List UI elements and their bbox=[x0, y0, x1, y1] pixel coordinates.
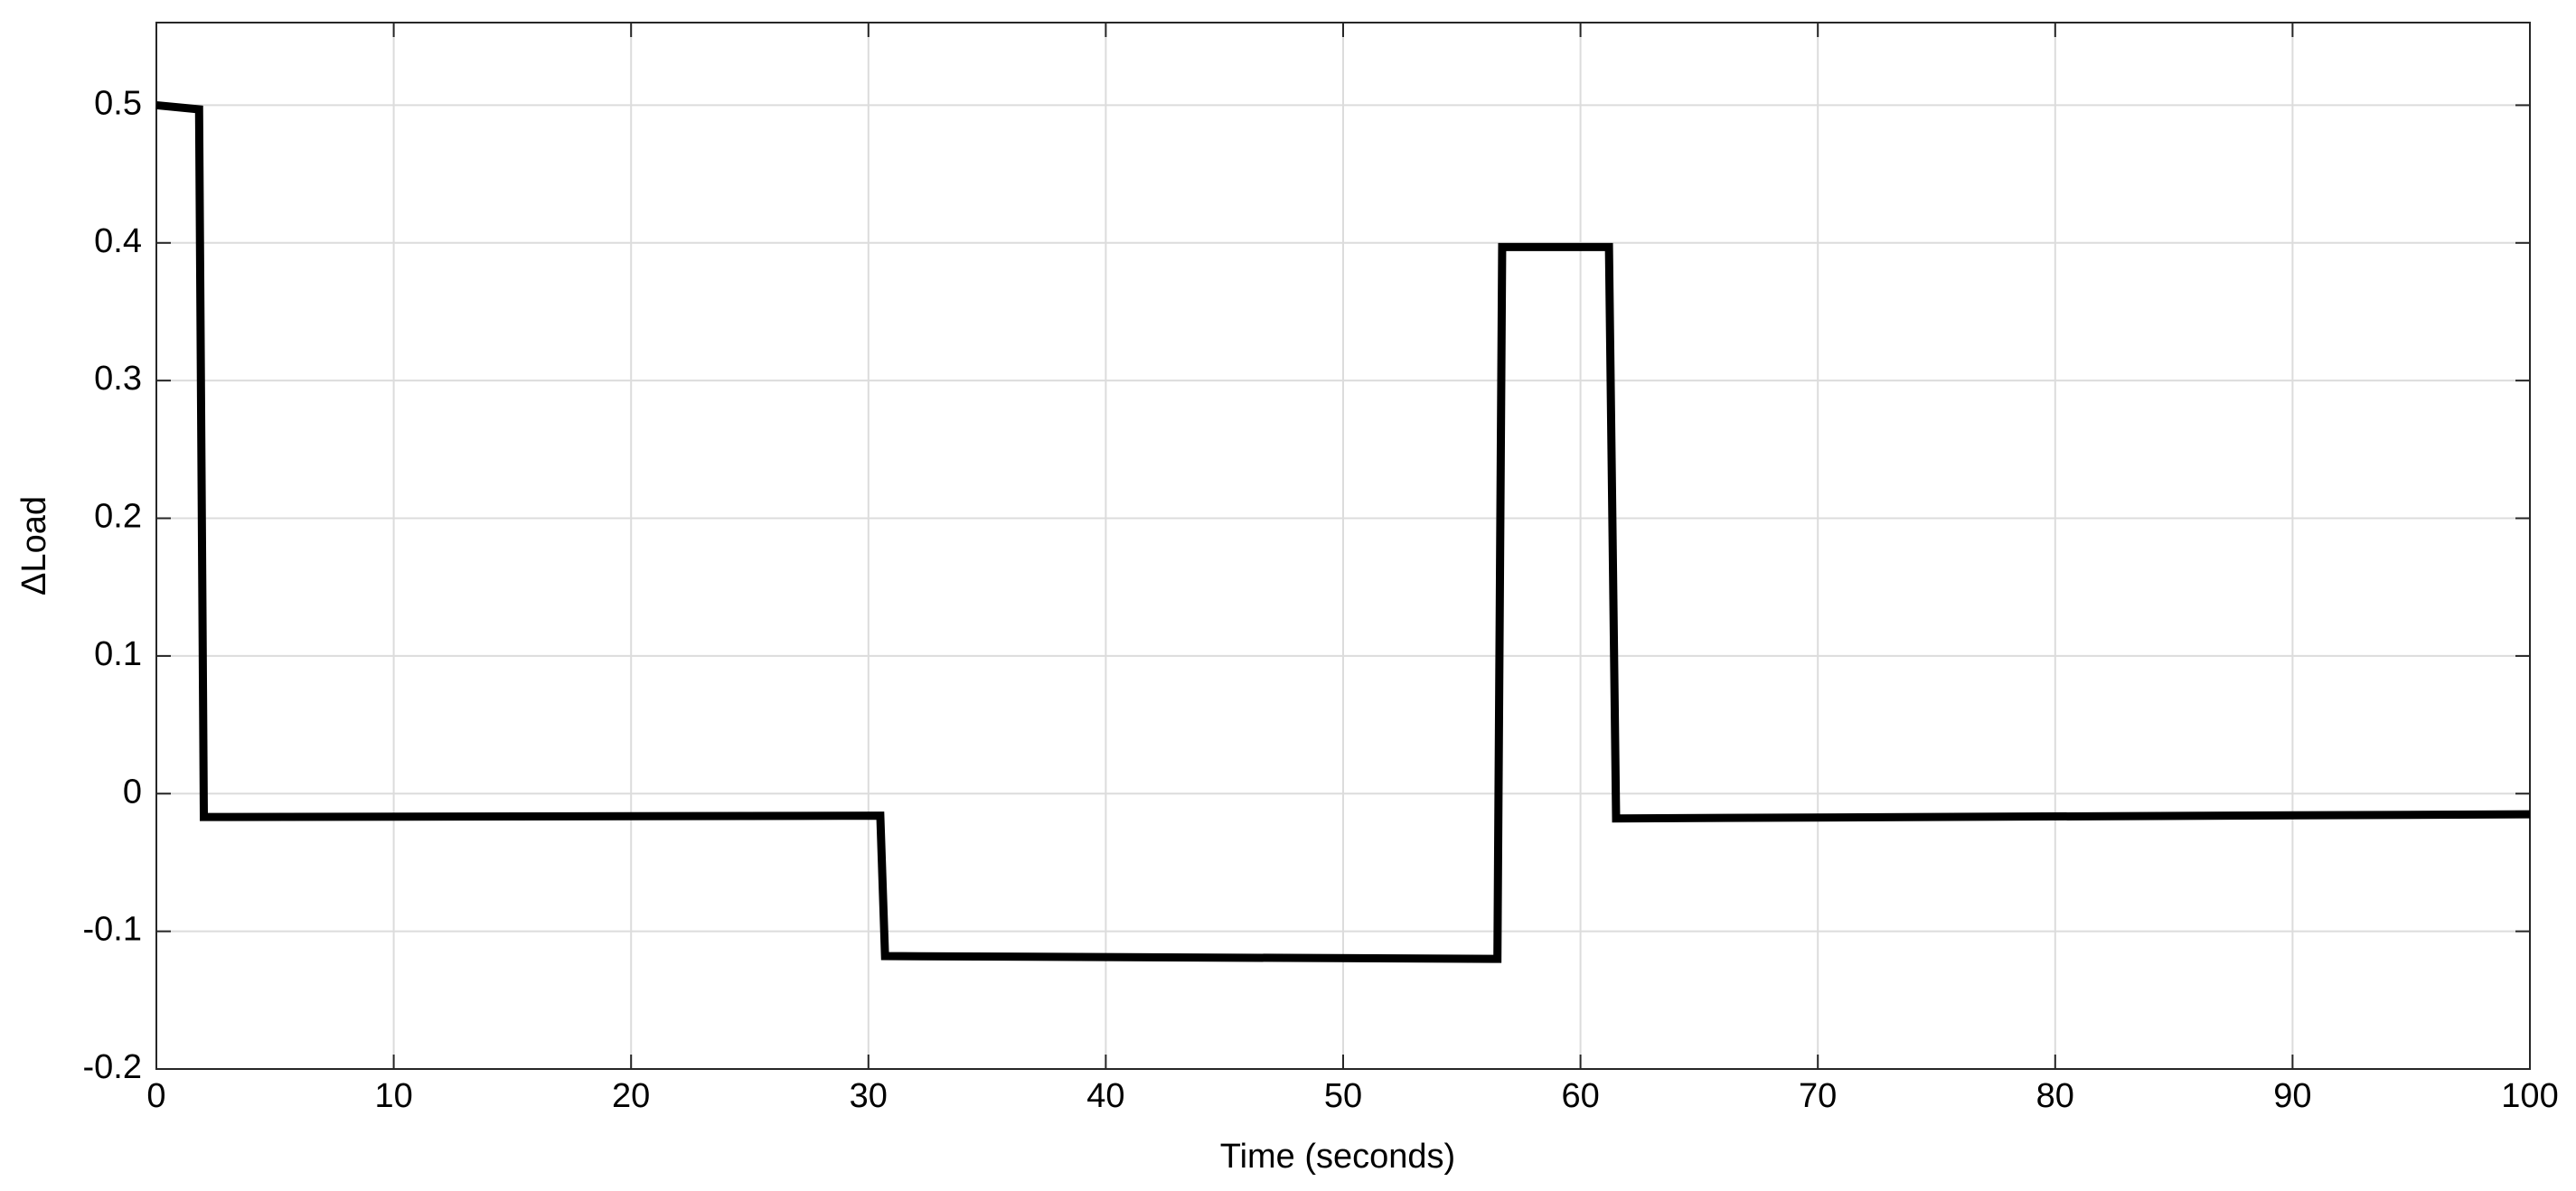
y-tick-label: 0.3 bbox=[94, 360, 142, 398]
y-tick-label: -0.1 bbox=[83, 911, 142, 949]
x-tick-label: 100 bbox=[2501, 1077, 2558, 1115]
x-tick-label: 0 bbox=[146, 1077, 165, 1115]
x-tick-label: 70 bbox=[1799, 1077, 1837, 1115]
x-tick-label: 50 bbox=[1324, 1077, 1362, 1115]
x-tick-label: 40 bbox=[1086, 1077, 1124, 1115]
x-tick-label: 10 bbox=[374, 1077, 412, 1115]
x-axis-label: Time (seconds) bbox=[1220, 1138, 1455, 1176]
x-tick-label: 80 bbox=[2036, 1077, 2074, 1115]
y-tick-label: -0.2 bbox=[83, 1048, 142, 1086]
x-tick-label: 60 bbox=[1561, 1077, 1599, 1115]
y-tick-label: 0.2 bbox=[94, 498, 142, 536]
y-axis-label: ΔLoad bbox=[15, 496, 53, 596]
data-line bbox=[155, 100, 2531, 963]
y-tick-label: 0.4 bbox=[94, 222, 142, 260]
plot-frame bbox=[155, 22, 2531, 1070]
y-tick-label: 0.5 bbox=[94, 84, 142, 122]
x-tick-label: 90 bbox=[2273, 1077, 2311, 1115]
y-tick-label: 0.1 bbox=[94, 635, 142, 673]
y-tick-label: 0 bbox=[123, 773, 142, 811]
x-tick-label: 30 bbox=[850, 1077, 888, 1115]
x-tick-label: 20 bbox=[612, 1077, 650, 1115]
